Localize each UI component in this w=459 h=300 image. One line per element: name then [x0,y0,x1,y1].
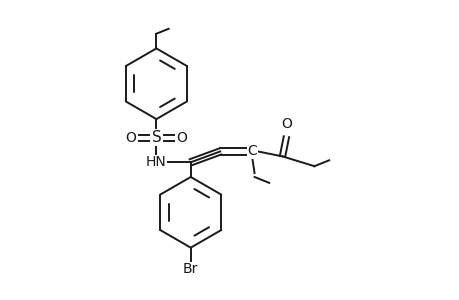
Text: Br: Br [183,262,198,276]
Text: C: C [246,145,257,158]
Text: O: O [280,117,291,131]
Text: O: O [176,131,187,145]
Text: O: O [125,131,136,145]
Text: HN: HN [146,155,167,169]
Text: S: S [151,130,161,145]
